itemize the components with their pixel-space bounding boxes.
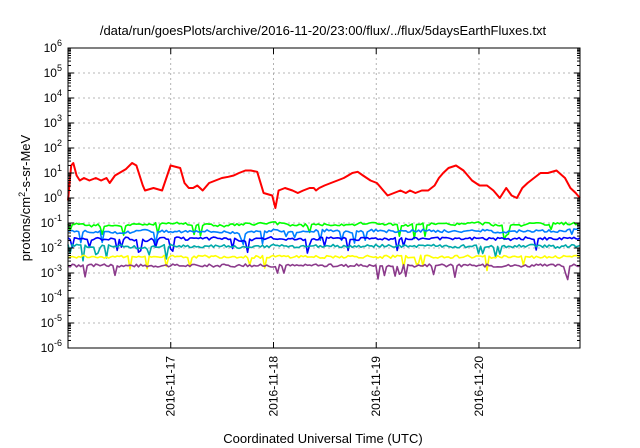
y-tick-exponent: 4 xyxy=(57,88,62,98)
y-axis-label-sup: 2 xyxy=(17,192,27,197)
y-tick-base: 10 xyxy=(41,216,55,230)
x-tick-label: 2016-11-20 xyxy=(472,356,486,417)
y-tick-base: 10 xyxy=(41,266,55,280)
y-tick-base: 10 xyxy=(44,166,58,180)
y-axis-label-suffix: -s-sr-MeV xyxy=(18,134,33,191)
x-tick-label: 2016-11-19 xyxy=(369,356,383,417)
y-tick-base: 10 xyxy=(41,241,55,255)
x-axis: 2016-11-17 2016-11-18 2016-11-19 2016-11-20 xyxy=(164,48,486,417)
y-tick-base: 10 xyxy=(41,316,55,330)
y-tick-base: 10 xyxy=(44,116,58,130)
y-tick-label: 104 xyxy=(44,88,62,105)
series-line xyxy=(67,263,581,281)
y-tick-exponent: 5 xyxy=(57,63,62,73)
y-tick-label: 103 xyxy=(44,113,62,130)
y-tick-exponent: -3 xyxy=(54,263,62,273)
series-line xyxy=(67,236,581,254)
y-tick-exponent: 3 xyxy=(57,113,62,123)
y-tick-base: 10 xyxy=(41,291,55,305)
x-axis-label: Coordinated Universal Time (UTC) xyxy=(223,431,422,446)
series-line xyxy=(67,221,581,241)
chart-title: /data/run/goesPlots/archive/2016-11-20/2… xyxy=(100,23,547,38)
y-tick-label: 10-1 xyxy=(41,213,62,230)
y-tick-exponent: 1 xyxy=(57,163,62,173)
y-tick-label: 10-3 xyxy=(41,263,62,280)
x-tick-label: 2016-11-17 xyxy=(164,356,178,417)
grid xyxy=(68,48,580,348)
y-tick-label: 106 xyxy=(44,38,62,55)
y-tick-base: 10 xyxy=(44,66,58,80)
y-tick-exponent: 0 xyxy=(57,188,62,198)
y-axis-label-prefix: protons/cm xyxy=(18,197,33,261)
y-tick-label: 10-2 xyxy=(41,238,62,255)
y-tick-label: 10-4 xyxy=(41,288,62,305)
y-axis-label: protons/cm2-s-sr-MeV xyxy=(17,134,33,261)
y-tick-exponent: -6 xyxy=(54,338,62,348)
y-tick-exponent: -2 xyxy=(54,238,62,248)
y-tick-exponent: -5 xyxy=(54,313,62,323)
y-tick-label: 100 xyxy=(44,188,62,205)
series-layer xyxy=(67,162,581,281)
y-tick-label: 105 xyxy=(44,63,62,80)
y-tick-base: 10 xyxy=(44,41,58,55)
x-tick-label: 2016-11-18 xyxy=(266,356,280,417)
y-tick-base: 10 xyxy=(44,91,58,105)
y-axis: 10-610-510-410-310-210-11001011021031041… xyxy=(41,38,580,355)
series-line xyxy=(67,162,581,209)
y-tick-exponent: 2 xyxy=(57,138,62,148)
y-tick-label: 102 xyxy=(44,138,62,155)
y-tick-base: 10 xyxy=(44,141,58,155)
series-line xyxy=(67,254,581,272)
y-tick-base: 10 xyxy=(44,191,58,205)
y-tick-label: 10-5 xyxy=(41,313,62,330)
y-tick-exponent: -4 xyxy=(54,288,62,298)
y-tick-exponent: -1 xyxy=(54,213,62,223)
series-line xyxy=(68,227,581,246)
y-tick-label: 101 xyxy=(44,163,62,180)
y-tick-exponent: 6 xyxy=(57,38,62,48)
y-tick-base: 10 xyxy=(41,341,55,355)
y-tick-label: 10-6 xyxy=(41,338,62,355)
